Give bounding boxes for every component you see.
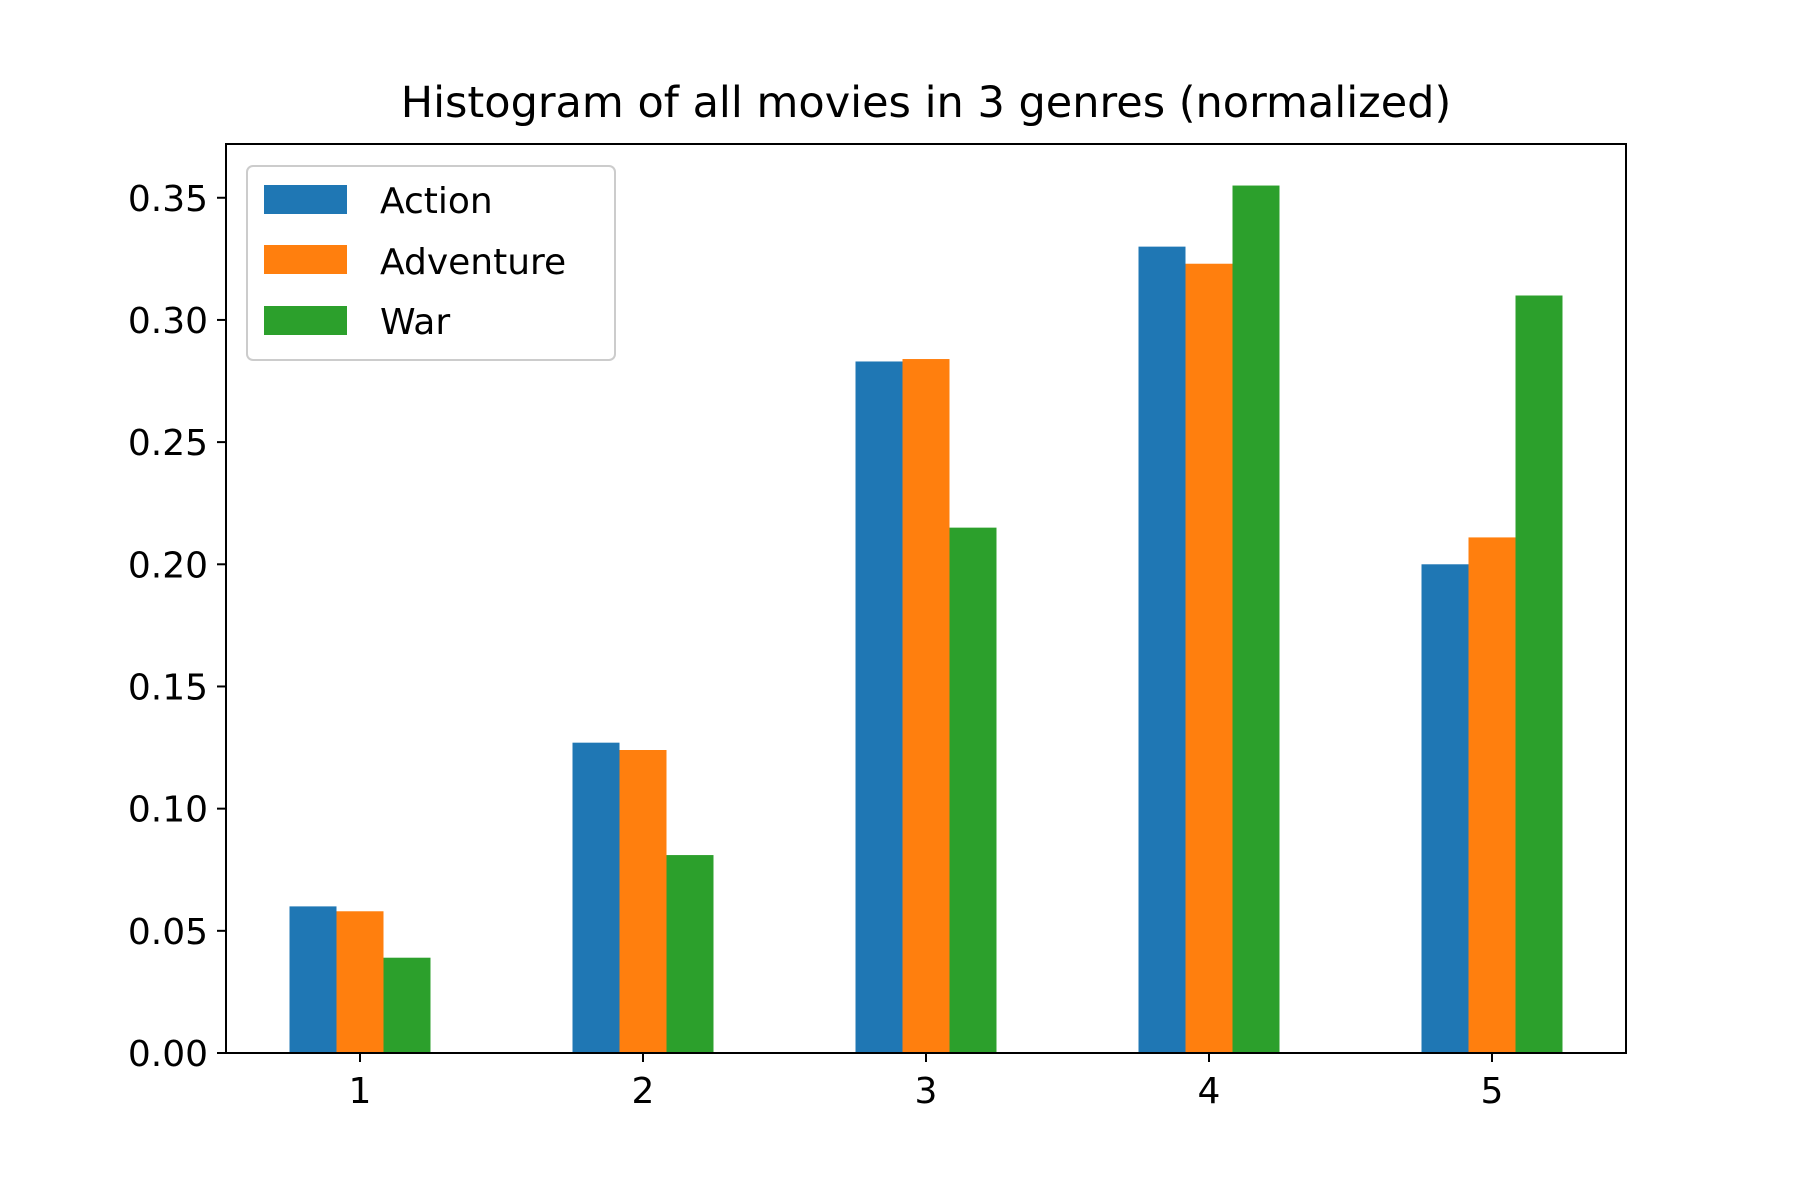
plot-frame [225, 143, 1627, 1054]
y-tick-label: 0.35 [128, 179, 208, 220]
bar-adventure-1 [336, 911, 384, 1053]
y-tick-label: 0.05 [128, 912, 208, 953]
y-axis: 0.00 0.05 0.10 0.15 0.20 0.25 0.30 0.35 [128, 179, 226, 1075]
bar-action-4 [1138, 246, 1186, 1053]
x-tick-label-3: 3 [915, 1071, 938, 1112]
y-tick-label: 0.15 [128, 667, 208, 708]
x-tick-label-4: 4 [1198, 1071, 1221, 1112]
legend-swatch-adventure [264, 245, 347, 274]
chart-title: Histogram of all movies in 3 genres (nor… [401, 78, 1452, 128]
x-tick-label-1: 1 [349, 1071, 372, 1112]
bar-war-1 [383, 957, 431, 1053]
legend-label-action: Action [380, 181, 493, 222]
y-tick-label: 0.25 [128, 423, 208, 464]
bar-war-2 [666, 855, 714, 1053]
bar-war-5 [1515, 295, 1563, 1053]
bar-action-1 [289, 906, 337, 1053]
x-tick-label-2: 2 [632, 1071, 655, 1112]
bar-action-3 [855, 361, 903, 1053]
bar-adventure-5 [1468, 537, 1516, 1053]
y-tick-label: 0.30 [128, 301, 208, 342]
legend-label-war: War [380, 302, 450, 343]
bar-action-5 [1421, 564, 1469, 1053]
bar-adventure-4 [1185, 263, 1233, 1053]
y-tick-label: 0.10 [128, 790, 208, 831]
x-axis: 1 2 3 4 5 [349, 1053, 1504, 1112]
legend-swatch-war [264, 306, 347, 335]
x-tick-label-5: 5 [1481, 1071, 1504, 1112]
legend-label-adventure: Adventure [380, 242, 566, 283]
y-tick-label: 0.20 [128, 545, 208, 586]
legend: Action Adventure War [246, 165, 616, 361]
bar-action-2 [572, 742, 620, 1053]
bar-war-4 [1232, 185, 1280, 1053]
y-tick-label: 0.00 [128, 1034, 208, 1075]
legend-swatch-action [264, 185, 347, 214]
bar-adventure-3 [902, 359, 950, 1054]
bar-adventure-2 [619, 750, 667, 1053]
bars [289, 185, 1563, 1054]
bar-war-3 [949, 527, 997, 1053]
